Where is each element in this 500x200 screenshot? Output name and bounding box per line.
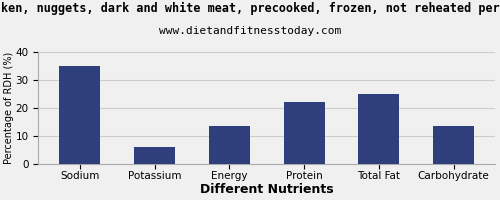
Bar (433, 126, 474, 164)
Bar (59, 66, 100, 164)
Y-axis label: Percentage of RDH (%): Percentage of RDH (%) (4, 52, 14, 164)
Bar (284, 102, 325, 164)
Text: www.dietandfitnesstoday.com: www.dietandfitnesstoday.com (159, 26, 341, 36)
Bar (134, 147, 175, 164)
Text: ken, nuggets, dark and white meat, precooked, frozen, not reheated per: ken, nuggets, dark and white meat, preco… (0, 2, 500, 15)
Bar (358, 94, 400, 164)
X-axis label: Different Nutrients: Different Nutrients (200, 183, 334, 196)
Bar (208, 126, 250, 164)
